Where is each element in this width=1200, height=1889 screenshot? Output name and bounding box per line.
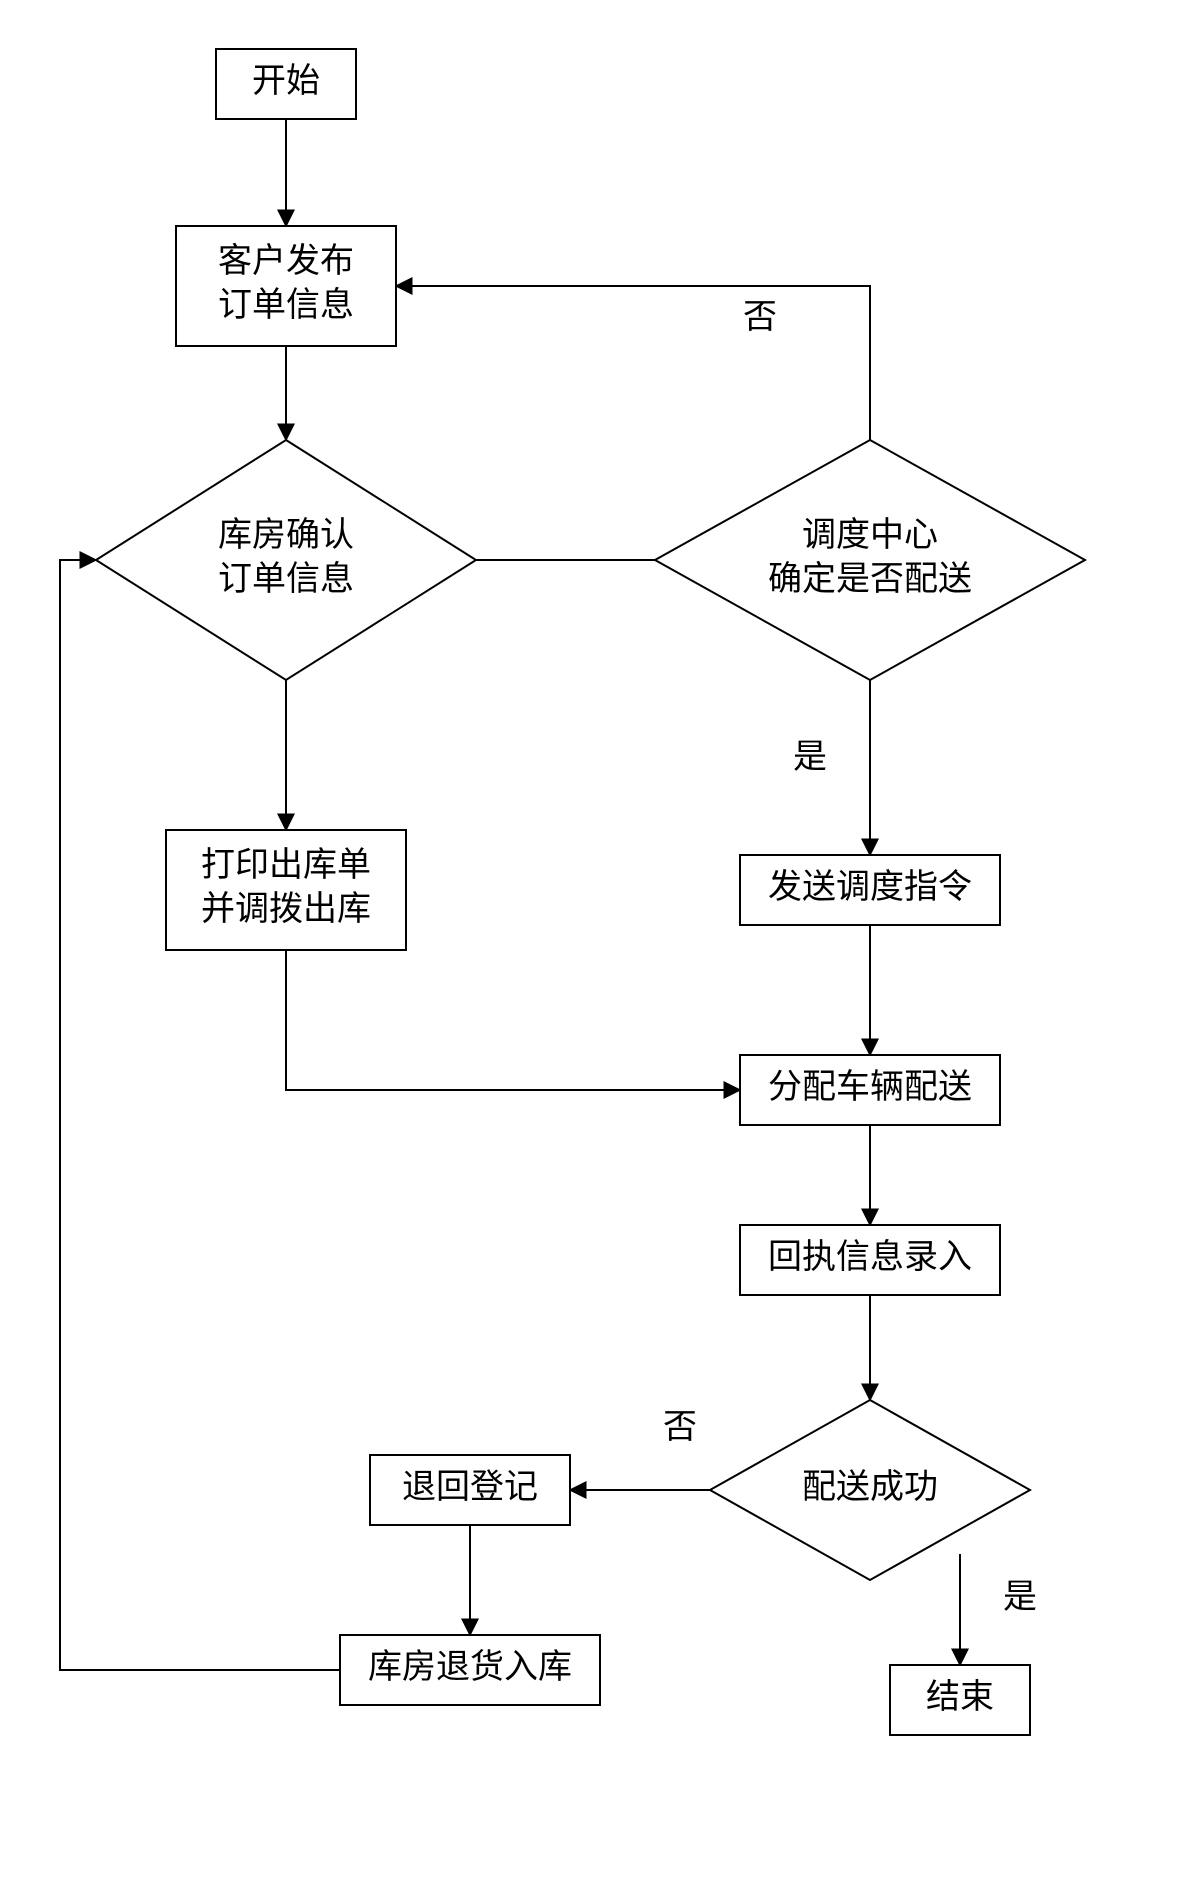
edge-label-4: 否	[743, 299, 777, 336]
node-start: 开始	[216, 49, 356, 119]
node-label-publish-1: 订单信息	[218, 286, 354, 324]
edge-label-5: 是	[793, 739, 827, 776]
node-success: 配送成功	[710, 1400, 1030, 1580]
node-label-publish-0: 客户发布	[218, 242, 354, 280]
edge-label-10: 否	[663, 1409, 697, 1446]
node-receipt: 回执信息录入	[740, 1225, 1000, 1295]
node-label-back-0: 库房退货入库	[368, 1648, 572, 1686]
flowchart-canvas: 否是否是开始客户发布订单信息库房确认订单信息调度中心确定是否配送打印出库单并调拨…	[0, 0, 1200, 1889]
node-label-print-1: 并调拨出库	[201, 890, 371, 928]
node-label-confirm-0: 库房确认	[218, 516, 354, 554]
node-label-dispatchQ-0: 调度中心	[802, 516, 938, 554]
node-label-start-0: 开始	[252, 62, 320, 100]
node-return: 退回登记	[370, 1455, 570, 1525]
node-label-sendcmd-0: 发送调度指令	[768, 868, 972, 906]
node-label-success-0: 配送成功	[802, 1468, 938, 1506]
node-label-return-0: 退回登记	[402, 1468, 538, 1506]
node-label-end-0: 结束	[926, 1678, 994, 1716]
node-back: 库房退货入库	[340, 1635, 600, 1705]
node-label-receipt-0: 回执信息录入	[768, 1238, 972, 1276]
node-assign: 分配车辆配送	[740, 1055, 1000, 1125]
edge-4	[396, 286, 870, 440]
edge-label-11: 是	[1003, 1579, 1037, 1616]
edge-13	[60, 560, 340, 1670]
node-sendcmd: 发送调度指令	[740, 855, 1000, 925]
node-dispatchQ: 调度中心确定是否配送	[655, 440, 1085, 680]
node-print: 打印出库单并调拨出库	[166, 830, 406, 950]
node-label-dispatchQ-1: 确定是否配送	[768, 560, 972, 598]
node-end: 结束	[890, 1665, 1030, 1735]
node-label-confirm-1: 订单信息	[218, 560, 354, 598]
node-publish: 客户发布订单信息	[176, 226, 396, 346]
node-confirm: 库房确认订单信息	[96, 440, 476, 680]
node-label-assign-0: 分配车辆配送	[768, 1068, 972, 1106]
nodes-group: 开始客户发布订单信息库房确认订单信息调度中心确定是否配送打印出库单并调拨出库发送…	[96, 49, 1085, 1735]
edge-7	[286, 950, 740, 1090]
node-label-print-0: 打印出库单	[201, 846, 371, 884]
